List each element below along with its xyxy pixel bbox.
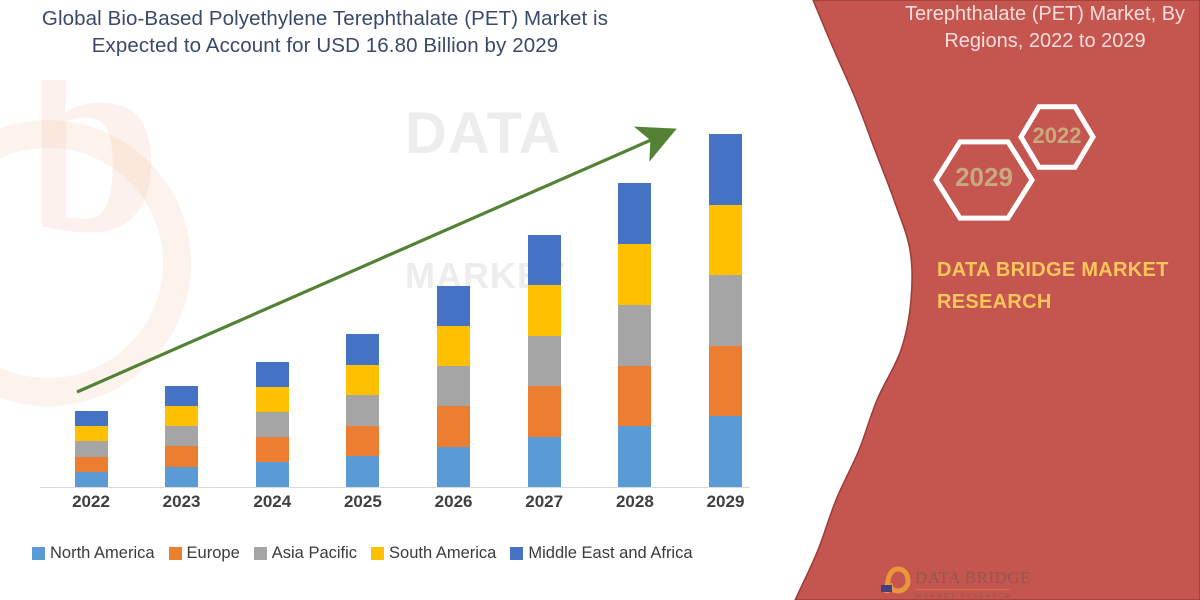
svg-text:2022: 2022 — [1033, 123, 1082, 148]
svg-text:2029: 2029 — [955, 162, 1013, 192]
